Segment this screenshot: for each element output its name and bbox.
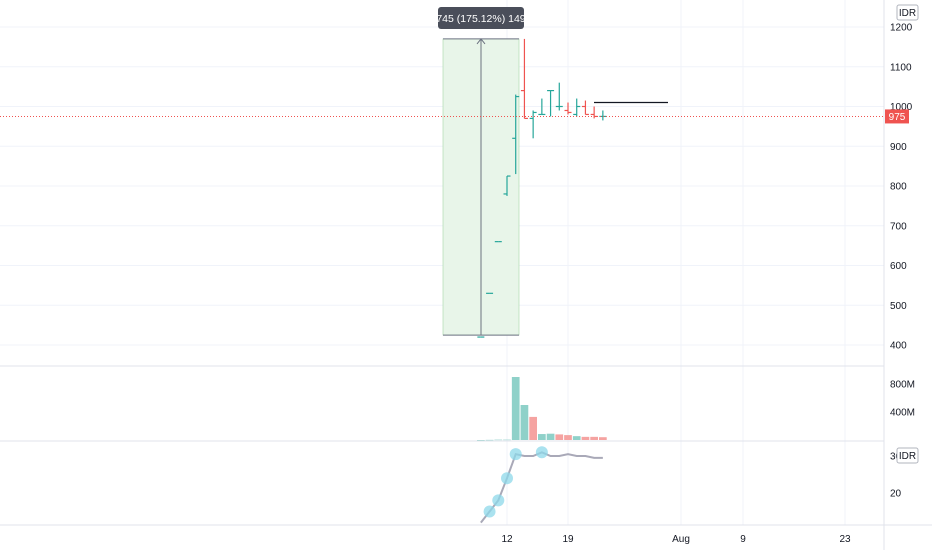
volume-bar	[503, 439, 511, 441]
volume-bar	[485, 439, 494, 441]
price-tick-label: 500	[890, 301, 907, 312]
ohlc-bar	[555, 82, 563, 111]
ohlc-bar	[503, 175, 511, 196]
ohlc-bar	[520, 38, 528, 120]
time-tick-label: 9	[740, 534, 746, 545]
indicator-label-box[interactable]: IDR	[896, 447, 919, 464]
price-grid	[0, 26, 884, 346]
volume-series	[477, 377, 607, 441]
indicator-axis-ticks: 30 20	[890, 452, 902, 500]
time-axis-ticks: 12 19 Aug 9 23	[501, 534, 851, 545]
last-price-badge: 975	[885, 109, 909, 124]
volume-bar	[599, 437, 607, 440]
measure-arrowhead	[476, 38, 486, 45]
volume-tick-label: 800M	[890, 380, 915, 391]
price-tick-label: 1100	[890, 62, 912, 73]
time-tick-label: 23	[839, 534, 851, 545]
ohlc-bar	[599, 110, 607, 121]
currency-label-box[interactable]: IDR	[896, 4, 919, 21]
indicator-label: IDR	[899, 451, 916, 462]
time-tick-label: 12	[501, 534, 513, 545]
volume-bar	[581, 436, 590, 440]
price-tick-label: 1200	[890, 23, 913, 34]
ohlc-bar	[512, 94, 520, 175]
vertical-grid	[506, 0, 846, 525]
ohlc-bar	[581, 100, 589, 116]
indicator-tick-label: 20	[890, 489, 902, 500]
indicator-marker	[509, 448, 522, 461]
volume-bar	[590, 436, 598, 440]
volume-bar	[555, 434, 564, 440]
volume-axis-ticks: 800M 400M	[890, 380, 915, 419]
ohlc-series	[477, 38, 607, 338]
volume-bar	[546, 433, 555, 440]
measure-arrow	[443, 38, 519, 336]
indicator-line	[480, 451, 603, 524]
volume-bar	[572, 436, 581, 440]
price-tick-label: 600	[890, 261, 907, 272]
volume-bar	[494, 439, 503, 441]
price-tick-label: 700	[890, 221, 907, 232]
time-tick-label: Aug	[672, 534, 690, 545]
last-price-label: 975	[889, 112, 906, 123]
ohlc-bar	[573, 98, 581, 117]
volume-bar	[477, 440, 485, 441]
volume-tick-label: 400M	[890, 408, 915, 419]
volume-bar	[520, 405, 529, 440]
price-tick-label: 400	[890, 341, 907, 352]
indicator-markers	[483, 446, 548, 518]
volume-bar	[538, 434, 546, 440]
measure-label: 745 (175.12%) 149	[436, 13, 525, 25]
time-tick-label: 19	[562, 534, 574, 545]
price-axis-ticks: 1200 1100 1000 900 800 700 600 500 400	[890, 23, 913, 352]
currency-label: IDR	[899, 8, 916, 19]
price-tick-label: 800	[890, 182, 907, 193]
measure-label-box: 745 (175.12%) 149	[436, 7, 526, 29]
price-tick-label: 900	[890, 142, 907, 153]
volume-bar	[564, 435, 572, 440]
ohlc-bar	[529, 110, 537, 139]
indicator-marker	[501, 472, 513, 485]
indicator-tick-label: 30	[890, 452, 902, 463]
indicator-marker	[483, 505, 496, 518]
volume-bar	[529, 416, 537, 440]
price-tick-label: 1000	[890, 102, 913, 113]
indicator-marker	[535, 446, 548, 459]
price-scale-background[interactable]	[884, 0, 932, 550]
ohlc-bar	[538, 98, 546, 116]
ohlc-bar	[564, 102, 572, 115]
indicator-marker	[492, 494, 505, 507]
volume-bar	[511, 377, 520, 440]
ohlc-bar	[547, 89, 555, 117]
